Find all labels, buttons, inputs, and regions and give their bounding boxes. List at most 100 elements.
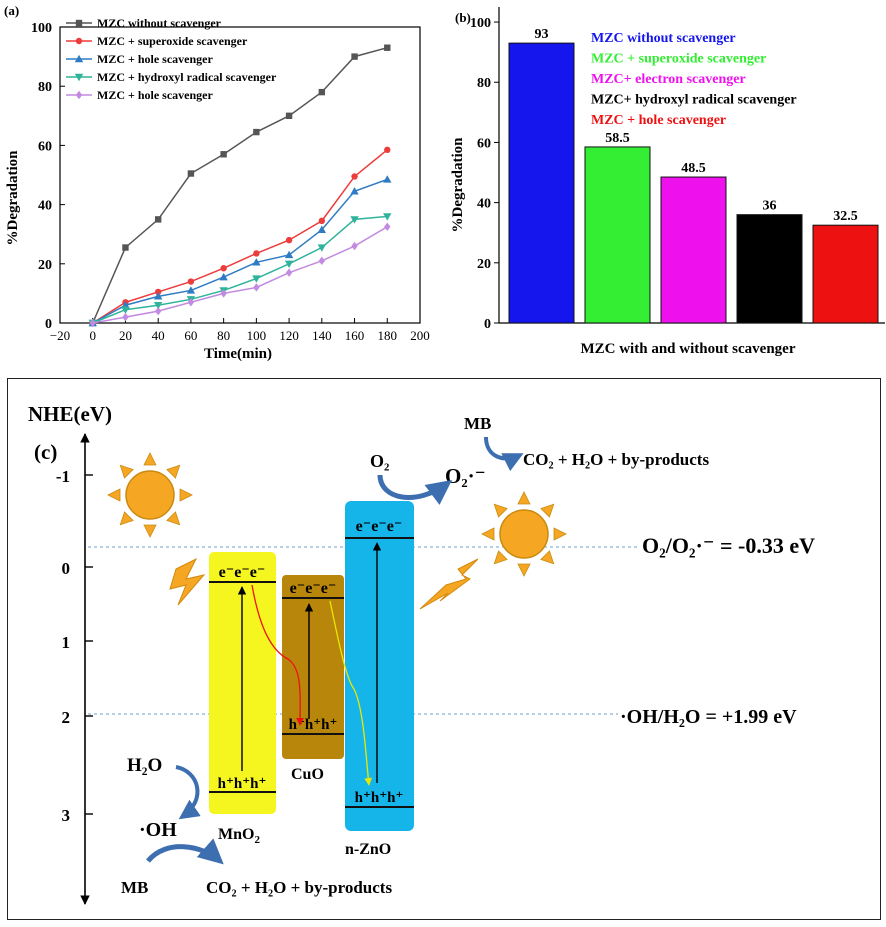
chart-a-series-line-2 bbox=[92, 178, 388, 324]
chart-b-bar bbox=[812, 224, 879, 324]
chart-a-legend-label: MZC + hole scavenger bbox=[97, 52, 213, 66]
sun-ray bbox=[493, 503, 508, 518]
sun-ray bbox=[119, 464, 134, 479]
chart-a-data-point bbox=[318, 88, 326, 96]
chart-a-data-point bbox=[318, 256, 326, 266]
sun-ray bbox=[143, 524, 157, 538]
chart-b-y-tick-label: 20 bbox=[477, 257, 491, 272]
chart-b-bar bbox=[584, 146, 651, 324]
sun-ray bbox=[517, 491, 531, 505]
h2o-species: H₂O bbox=[127, 755, 162, 776]
chart-a-legend-marker bbox=[74, 73, 84, 82]
chart-a-data-point bbox=[187, 278, 195, 285]
chart-b-legend-entry: MZC + superoxide scavenger bbox=[591, 52, 766, 67]
chart-a-plot-frame bbox=[59, 26, 421, 324]
o2-species: O₂ bbox=[370, 451, 389, 471]
chart-b-data-label: 93 bbox=[535, 27, 549, 42]
chart-a-data-point bbox=[220, 151, 227, 158]
chart-a-data-point bbox=[252, 258, 261, 266]
mb-bottom: MB bbox=[121, 878, 148, 897]
chart-a-x-tick-label: 100 bbox=[247, 328, 267, 343]
sun-ray bbox=[179, 488, 193, 502]
chart-a-data-point bbox=[317, 225, 327, 233]
chart-a-x-tick-label: 20 bbox=[119, 328, 132, 343]
sun-ray bbox=[553, 527, 567, 541]
sun-disc bbox=[125, 470, 175, 520]
chart-a-y-tick-label: 100 bbox=[31, 21, 52, 36]
chart-a-data-point bbox=[253, 283, 260, 292]
chart-a-xlabel: Time(min) bbox=[204, 346, 272, 362]
chart-a-legend-label: MZC + hydroxyl radical scavenger bbox=[97, 70, 277, 84]
chart-a-x-tick-label: 120 bbox=[279, 328, 299, 343]
products-bottom: CO₂ + H₂O + by-products bbox=[206, 878, 392, 897]
chart-b-data-label: 32.5 bbox=[833, 209, 858, 224]
nhe-axis-label: NHE(eV) bbox=[28, 402, 112, 426]
mb-top: MB bbox=[464, 414, 491, 433]
panel-label-b: (b) bbox=[455, 10, 471, 25]
panel-label-a: (a) bbox=[4, 3, 19, 18]
chart-b-legend-entry: MZC+ hydroxyl radical scavenger bbox=[591, 93, 797, 108]
sun-ray bbox=[119, 511, 134, 526]
nhe-axis-tick-label: 1 bbox=[62, 633, 71, 652]
chart-b-bar bbox=[660, 176, 727, 324]
sun-icon bbox=[107, 452, 193, 538]
mno2-label: MnO2 bbox=[218, 826, 260, 846]
sun-ray bbox=[481, 527, 495, 541]
chart-a-data-point bbox=[318, 217, 326, 225]
chart-b-xlabel: MZC with and without scavenger bbox=[580, 341, 795, 357]
chart-a-legend-label: MZC + hole scavenger bbox=[97, 88, 213, 102]
chart-a-data-point bbox=[153, 302, 163, 310]
chart-a-data-point bbox=[187, 298, 195, 307]
chart-b-bars: 93 58.5 48.5 36 32.5 bbox=[508, 27, 879, 324]
chart-a-x-tick-label: 140 bbox=[312, 328, 332, 343]
chart-a-data-point bbox=[351, 173, 358, 180]
chart-b-legend-entry: MZC without scavenger bbox=[591, 31, 736, 46]
hole-transfer-arrow bbox=[329, 600, 373, 786]
chart-a-data-point bbox=[384, 44, 391, 51]
mno2-holes: h⁺h⁺h⁺ bbox=[218, 776, 267, 792]
chart-b-y-tick-label: 0 bbox=[484, 317, 491, 332]
chart-a-series-line-0 bbox=[92, 46, 388, 324]
chart-a-x-tick-label: 60 bbox=[184, 328, 197, 343]
mb-bottom-arrow bbox=[146, 838, 224, 865]
oh-radical-species: ·OH bbox=[139, 819, 177, 841]
zno-band-block bbox=[345, 501, 414, 831]
chart-b-legend-entry: MZC + hole scavenger bbox=[591, 113, 726, 128]
sun-icon bbox=[481, 491, 567, 577]
chart-a-data-point bbox=[350, 187, 359, 195]
chart-a-data-point bbox=[220, 289, 227, 298]
nhe-axis-ticks: -1 0 1 2 3 bbox=[56, 467, 93, 825]
sun-ray bbox=[493, 550, 508, 565]
chart-a-axes: −20 0 20 40 60 80 100 120 140 160 180 2000204060801… bbox=[31, 21, 430, 343]
chart-a-data-point bbox=[253, 250, 260, 257]
chart-b-ylabel: %Degradation bbox=[450, 137, 466, 233]
chart-b-y-tick-label: 60 bbox=[477, 136, 491, 151]
chart-b-legend: MZC without scavenger MZC + superoxide sc… bbox=[591, 31, 797, 128]
chart-a-data-point bbox=[284, 260, 294, 268]
chart-a-series bbox=[88, 44, 392, 328]
sun-ray bbox=[540, 503, 555, 518]
zno-label: n-ZnO bbox=[345, 841, 391, 858]
mno2-electrons: e⁻e⁻e⁻ bbox=[219, 564, 266, 581]
nhe-axis-tick-label: -1 bbox=[56, 467, 70, 486]
lightning-icon bbox=[419, 558, 479, 610]
chart-b-data-label: 48.5 bbox=[681, 161, 706, 176]
chart-b-bar bbox=[508, 42, 575, 324]
nhe-axis-tick-label: 2 bbox=[62, 708, 71, 727]
chart-a-data-point bbox=[317, 244, 327, 252]
chart-a-data-point bbox=[351, 241, 358, 251]
chart-a-data-point bbox=[220, 265, 227, 272]
chart-a-y-tick-label: 40 bbox=[38, 199, 52, 214]
sun-ray bbox=[143, 452, 157, 466]
nhe-axis-tick-label: 3 bbox=[62, 806, 71, 825]
chart-a-data-point bbox=[350, 216, 359, 224]
chart-a-data-point bbox=[122, 244, 129, 251]
cuo-electrons: e⁻e⁻e⁻ bbox=[290, 580, 337, 597]
band-diagram-panel: NHE(eV) (c) -1 0 1 2 3 O₂/O₂·⁻ = -0.33 eV ·O… bbox=[7, 378, 881, 920]
chart-a-data-point bbox=[186, 286, 196, 294]
chart-a-degradation-vs-time: (a) −20 0 20 40 60 80 100 120 140 160 180 200020406… bbox=[4, 3, 430, 362]
chart-a-legend-marker bbox=[75, 37, 83, 45]
sun-ray bbox=[166, 511, 181, 526]
chart-a-legend-marker bbox=[74, 54, 84, 63]
nhe-axis-tick-label: 0 bbox=[62, 559, 71, 578]
